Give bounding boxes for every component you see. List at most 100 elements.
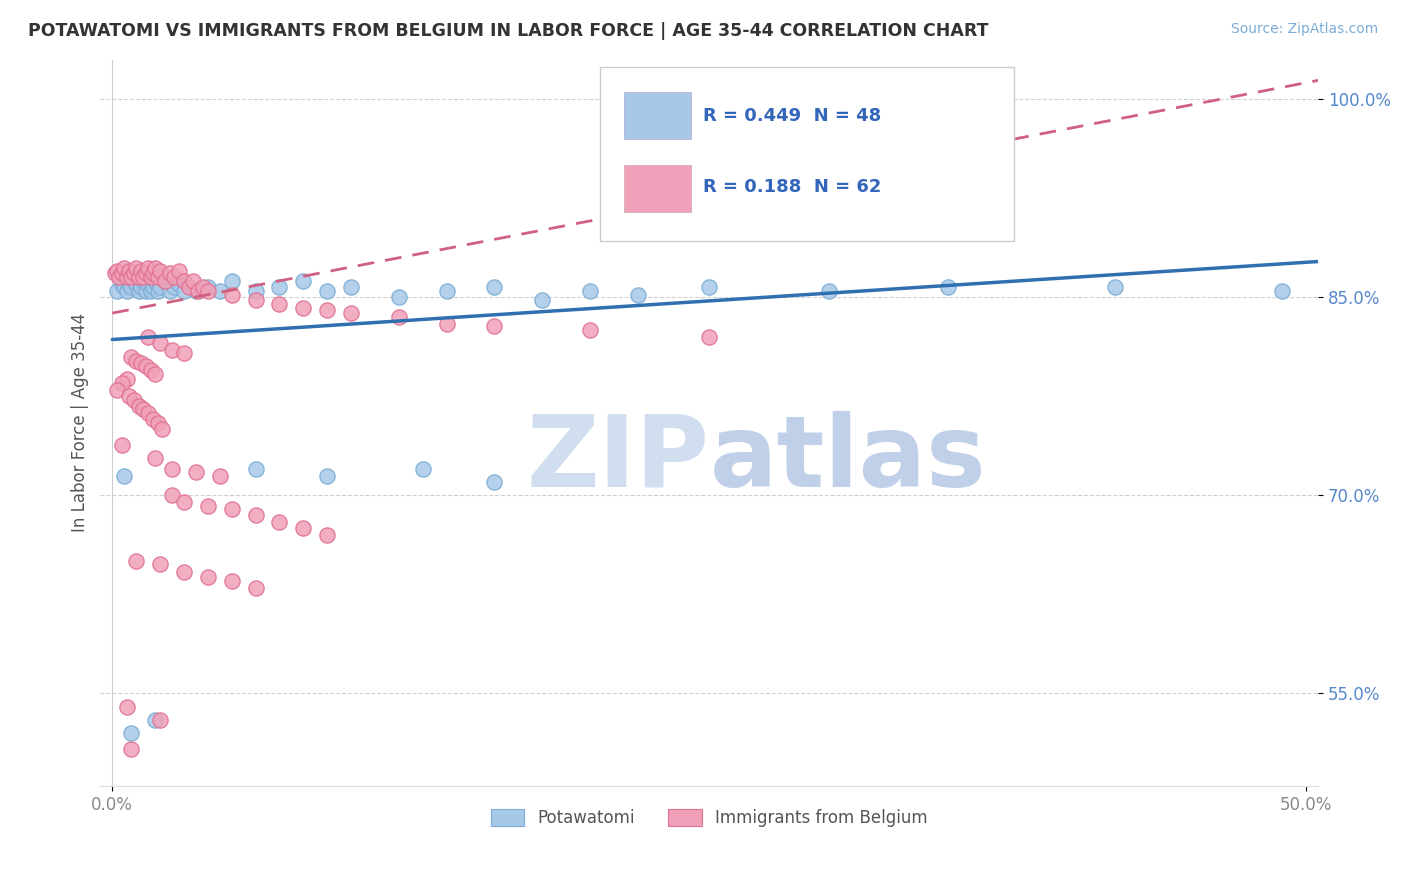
Point — [112, 261, 135, 276]
Point — [108, 270, 131, 285]
Point — [292, 274, 315, 288]
Point — [105, 284, 128, 298]
Point — [531, 293, 554, 307]
Point — [388, 310, 411, 324]
Point — [627, 287, 650, 301]
Point — [208, 284, 231, 298]
Point — [579, 323, 602, 337]
Point — [122, 267, 145, 281]
Point — [125, 261, 148, 276]
Point — [245, 462, 267, 476]
Point — [173, 284, 195, 298]
Point — [104, 267, 127, 281]
Point — [221, 287, 243, 301]
Point — [1104, 279, 1126, 293]
Point — [208, 468, 231, 483]
Point — [128, 270, 150, 285]
Point — [120, 741, 142, 756]
Point — [149, 336, 172, 351]
Point — [167, 264, 190, 278]
Point — [139, 284, 162, 298]
Point — [269, 515, 291, 529]
Point — [149, 264, 172, 278]
Point — [269, 279, 291, 293]
Point — [152, 422, 174, 436]
Y-axis label: In Labor Force | Age 35-44: In Labor Force | Age 35-44 — [72, 313, 89, 533]
Point — [191, 279, 214, 293]
Point — [484, 319, 506, 334]
Point — [160, 462, 183, 476]
Point — [173, 495, 195, 509]
Point — [187, 284, 209, 298]
Point — [136, 330, 159, 344]
Point — [143, 261, 166, 276]
Point — [132, 402, 155, 417]
Point — [139, 270, 162, 285]
Text: atlas: atlas — [709, 410, 986, 508]
Point — [118, 389, 141, 403]
Point — [132, 270, 155, 285]
Point — [112, 468, 135, 483]
Point — [139, 363, 162, 377]
Text: R = 0.449  N = 48: R = 0.449 N = 48 — [703, 107, 882, 125]
Point — [129, 279, 152, 293]
Point — [173, 345, 195, 359]
Point — [129, 356, 152, 370]
Point — [135, 359, 157, 373]
Point — [136, 277, 159, 291]
Point — [388, 290, 411, 304]
Point — [115, 284, 138, 298]
Point — [173, 565, 195, 579]
Point — [221, 574, 243, 588]
Point — [340, 306, 363, 320]
Point — [112, 279, 135, 293]
Point — [125, 554, 148, 568]
Point — [125, 277, 148, 291]
FancyBboxPatch shape — [624, 165, 690, 212]
Point — [1271, 284, 1294, 298]
Point — [120, 350, 142, 364]
Point — [111, 376, 134, 390]
Point — [105, 264, 128, 278]
Point — [111, 277, 134, 291]
Point — [111, 267, 134, 281]
Point — [118, 264, 141, 278]
Point — [142, 411, 165, 425]
Point — [245, 581, 267, 595]
Point — [132, 274, 155, 288]
Point — [115, 699, 138, 714]
Point — [142, 279, 165, 293]
Point — [221, 501, 243, 516]
Legend: Potawatomi, Immigrants from Belgium: Potawatomi, Immigrants from Belgium — [482, 801, 936, 836]
Point — [135, 267, 157, 281]
Point — [146, 270, 169, 285]
Point — [292, 521, 315, 535]
Point — [817, 284, 839, 298]
Point — [484, 475, 506, 489]
Point — [163, 270, 186, 285]
Point — [197, 279, 219, 293]
Point — [120, 726, 142, 740]
Point — [111, 438, 134, 452]
Point — [129, 264, 152, 278]
Point — [177, 279, 200, 293]
Point — [143, 367, 166, 381]
Point — [122, 393, 145, 408]
Point — [245, 508, 267, 522]
Point — [159, 284, 181, 298]
Point — [245, 293, 267, 307]
Point — [159, 267, 181, 281]
Point — [316, 468, 339, 483]
Point — [936, 279, 959, 293]
FancyBboxPatch shape — [600, 67, 1014, 241]
Point — [142, 267, 165, 281]
Point — [163, 279, 186, 293]
Point — [316, 528, 339, 542]
Point — [149, 279, 172, 293]
Point — [436, 317, 458, 331]
Point — [579, 284, 602, 298]
Text: POTAWATOMI VS IMMIGRANTS FROM BELGIUM IN LABOR FORCE | AGE 35-44 CORRELATION CHA: POTAWATOMI VS IMMIGRANTS FROM BELGIUM IN… — [28, 22, 988, 40]
Point — [122, 274, 145, 288]
Point — [412, 462, 434, 476]
Point — [153, 274, 176, 288]
